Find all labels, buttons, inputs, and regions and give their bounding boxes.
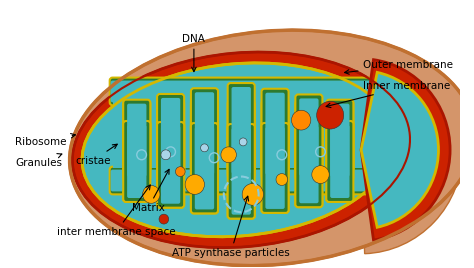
FancyBboxPatch shape (262, 89, 289, 179)
FancyBboxPatch shape (299, 126, 319, 203)
FancyBboxPatch shape (191, 88, 218, 178)
FancyBboxPatch shape (295, 122, 322, 207)
FancyBboxPatch shape (299, 126, 319, 203)
FancyBboxPatch shape (295, 94, 322, 180)
Circle shape (292, 110, 311, 130)
FancyBboxPatch shape (191, 123, 218, 213)
FancyBboxPatch shape (195, 127, 214, 209)
FancyBboxPatch shape (109, 167, 376, 194)
Wedge shape (361, 72, 438, 227)
FancyBboxPatch shape (127, 125, 146, 198)
FancyBboxPatch shape (330, 104, 349, 177)
FancyBboxPatch shape (123, 100, 150, 181)
FancyBboxPatch shape (161, 126, 180, 204)
FancyBboxPatch shape (231, 87, 251, 174)
Text: Inner membrane: Inner membrane (326, 81, 451, 107)
FancyBboxPatch shape (295, 122, 322, 207)
Ellipse shape (73, 52, 410, 248)
Text: Granules: Granules (15, 154, 62, 168)
FancyBboxPatch shape (228, 83, 255, 178)
Ellipse shape (70, 30, 474, 266)
FancyBboxPatch shape (265, 93, 285, 175)
Circle shape (221, 147, 237, 163)
FancyBboxPatch shape (113, 100, 374, 168)
Text: Outer membrane: Outer membrane (345, 60, 454, 74)
FancyBboxPatch shape (110, 81, 375, 102)
FancyBboxPatch shape (265, 127, 285, 209)
FancyBboxPatch shape (231, 87, 251, 174)
FancyBboxPatch shape (109, 78, 376, 105)
Circle shape (201, 144, 209, 152)
Circle shape (159, 214, 169, 224)
FancyBboxPatch shape (161, 126, 180, 204)
FancyBboxPatch shape (262, 123, 289, 213)
FancyBboxPatch shape (127, 104, 146, 177)
FancyBboxPatch shape (123, 121, 150, 202)
FancyBboxPatch shape (127, 125, 146, 198)
Circle shape (317, 101, 344, 129)
FancyBboxPatch shape (330, 125, 349, 198)
Circle shape (242, 184, 264, 205)
Circle shape (276, 174, 288, 185)
FancyBboxPatch shape (265, 93, 285, 175)
FancyBboxPatch shape (231, 128, 251, 215)
FancyBboxPatch shape (157, 94, 184, 180)
FancyBboxPatch shape (265, 127, 285, 209)
FancyBboxPatch shape (231, 128, 251, 215)
Circle shape (239, 138, 247, 146)
FancyBboxPatch shape (110, 170, 375, 191)
FancyBboxPatch shape (326, 100, 354, 181)
FancyBboxPatch shape (191, 123, 218, 213)
FancyBboxPatch shape (127, 104, 146, 177)
FancyBboxPatch shape (161, 98, 180, 176)
FancyBboxPatch shape (228, 83, 255, 178)
FancyBboxPatch shape (195, 92, 214, 175)
FancyBboxPatch shape (262, 89, 289, 179)
FancyBboxPatch shape (195, 127, 214, 209)
FancyBboxPatch shape (326, 121, 354, 202)
FancyBboxPatch shape (330, 125, 349, 198)
FancyBboxPatch shape (262, 123, 289, 213)
Text: cristae: cristae (75, 144, 117, 166)
Wedge shape (361, 60, 450, 240)
Text: inter membrane space: inter membrane space (57, 185, 175, 237)
FancyBboxPatch shape (228, 124, 255, 219)
FancyBboxPatch shape (326, 100, 354, 181)
FancyBboxPatch shape (299, 98, 319, 176)
FancyBboxPatch shape (191, 88, 218, 178)
Circle shape (185, 174, 204, 194)
FancyBboxPatch shape (161, 98, 180, 176)
FancyBboxPatch shape (123, 121, 150, 202)
Wedge shape (361, 46, 463, 254)
FancyBboxPatch shape (157, 94, 184, 180)
FancyBboxPatch shape (195, 92, 214, 175)
Text: DNA: DNA (182, 34, 205, 72)
FancyBboxPatch shape (330, 104, 349, 177)
FancyBboxPatch shape (326, 121, 354, 202)
FancyBboxPatch shape (123, 100, 150, 181)
FancyBboxPatch shape (157, 122, 184, 208)
Circle shape (161, 150, 171, 160)
Ellipse shape (82, 63, 394, 237)
Text: ATP synthase particles: ATP synthase particles (172, 196, 290, 258)
Text: Matrix: Matrix (132, 169, 169, 213)
Circle shape (312, 166, 329, 184)
FancyBboxPatch shape (295, 94, 322, 180)
FancyBboxPatch shape (157, 122, 184, 208)
Circle shape (175, 167, 185, 177)
Circle shape (143, 185, 160, 203)
FancyBboxPatch shape (228, 124, 255, 219)
FancyBboxPatch shape (299, 98, 319, 176)
Text: Ribosome: Ribosome (15, 133, 75, 147)
